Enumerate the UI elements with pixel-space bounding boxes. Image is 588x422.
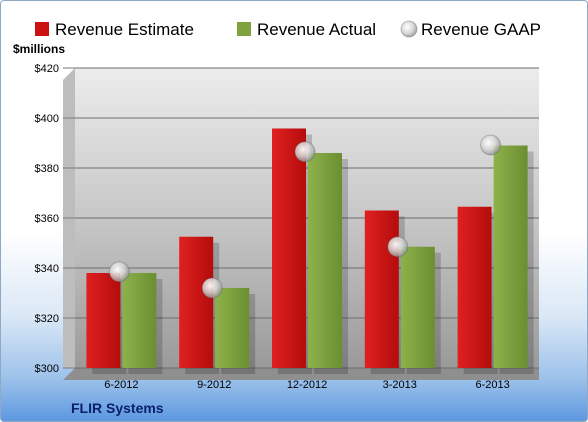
- bar-revenue-estimate: [179, 236, 214, 368]
- legend-label: Revenue Actual: [257, 20, 376, 39]
- marker-revenue-gaap: [480, 134, 502, 156]
- bar-revenue-estimate: [364, 210, 399, 368]
- legend-swatch-revenue-gaap: [400, 20, 418, 38]
- bar-revenue-actual: [400, 246, 435, 368]
- bar-revenue-actual: [493, 145, 528, 368]
- y-tick-label: $360: [35, 213, 59, 225]
- x-tick-label: 12-2012: [287, 379, 327, 391]
- bar-revenue-actual: [122, 273, 157, 368]
- bar-revenue-actual: [215, 288, 250, 368]
- legend-swatch-revenue-estimate: [35, 22, 49, 36]
- x-tick-label: 3-2013: [383, 379, 417, 391]
- x-tick-label: 6-2012: [104, 379, 138, 391]
- bar-revenue-estimate: [272, 128, 306, 368]
- bar-revenue-estimate: [457, 206, 492, 368]
- x-tick-label: 6-2013: [475, 379, 509, 391]
- y-axis-label: $millions: [13, 42, 65, 56]
- legend-label: Revenue GAAP: [421, 20, 541, 39]
- y-tick-label: $340: [35, 263, 59, 275]
- marker-revenue-gaap: [108, 261, 130, 283]
- y-tick-label: $420: [35, 63, 59, 75]
- y-tick-label: $400: [35, 113, 59, 125]
- plot-floor: [63, 368, 539, 380]
- marker-revenue-gaap: [387, 236, 409, 258]
- bar-revenue-estimate: [86, 273, 121, 368]
- bar-revenue-actual: [308, 153, 342, 368]
- marker-revenue-gaap: [294, 141, 316, 163]
- legend-swatch-revenue-actual: [237, 22, 251, 36]
- y-tick-label: $320: [35, 313, 59, 325]
- company-name: FLIR Systems: [71, 400, 164, 416]
- marker-revenue-gaap: [201, 277, 223, 299]
- y-tick-label: $380: [35, 163, 59, 175]
- legend-label: Revenue Estimate: [55, 20, 194, 39]
- y-tick-label: $300: [35, 363, 59, 375]
- x-tick-label: 9-2012: [197, 379, 231, 391]
